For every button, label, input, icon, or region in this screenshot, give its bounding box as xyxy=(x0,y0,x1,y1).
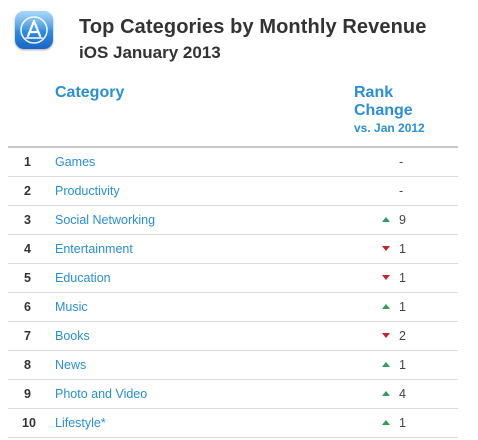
rank-change-value: 1 xyxy=(399,300,406,314)
rank-change-value: 4 xyxy=(399,387,406,401)
rank-number: 6 xyxy=(24,300,31,314)
rank-change: - xyxy=(399,155,405,169)
table-header-divider xyxy=(8,146,458,148)
page-title: Top Categories by Monthly Revenue xyxy=(79,16,427,38)
rank-change-sublabel: vs. Jan 2012 xyxy=(354,121,425,135)
category-name: Games xyxy=(55,155,96,169)
arrow-down-icon xyxy=(382,333,391,339)
table-row: 10 Lifestyle* 1 xyxy=(8,409,458,438)
arrow-down-icon xyxy=(382,246,391,252)
column-header-category: Category xyxy=(55,84,125,101)
arrow-up-icon xyxy=(382,420,391,426)
table-row: 7 Books 2 xyxy=(8,322,458,351)
arrow-down-icon xyxy=(382,275,391,281)
rank-change: 2 xyxy=(382,329,406,343)
rank-change-label-line1: Rank xyxy=(354,84,394,101)
report-header: Top Categories by Monthly Revenue iOS Ja… xyxy=(0,0,478,80)
app-store-icon xyxy=(15,11,53,49)
category-table: 1 Games - 2 Productivity - 3 Social Networking 9… xyxy=(8,148,458,438)
category-name: Lifestyle* xyxy=(55,416,106,430)
table-row: 6 Music 1 xyxy=(8,293,458,322)
arrow-up-icon xyxy=(382,304,391,310)
category-name: Education xyxy=(55,271,111,285)
category-name: Books xyxy=(55,329,90,343)
category-name: Entertainment xyxy=(55,242,133,256)
rank-change-label-line2: Change xyxy=(354,102,413,119)
rank-number: 1 xyxy=(24,155,31,169)
rank-change-value: 2 xyxy=(399,329,406,343)
app-store-glyph xyxy=(20,16,48,44)
rank-change-value: 9 xyxy=(399,213,406,227)
table-row: 3 Social Networking 9 xyxy=(8,206,458,235)
page-subtitle: iOS January 2013 xyxy=(79,43,221,62)
table-row: 2 Productivity - xyxy=(8,177,458,206)
rank-change-value: 1 xyxy=(399,416,406,430)
rank-number: 3 xyxy=(24,213,31,227)
column-header-rank-change: Rank Change vs. Jan 2012 xyxy=(354,84,425,137)
rank-change-value: - xyxy=(399,155,404,169)
rank-number: 5 xyxy=(24,271,31,285)
rank-number: 2 xyxy=(24,184,31,198)
rank-number: 8 xyxy=(24,358,31,372)
rank-change: - xyxy=(399,184,405,198)
category-name: Music xyxy=(55,300,88,314)
category-name: Productivity xyxy=(55,184,120,198)
rank-change-value: 1 xyxy=(399,242,406,256)
rank-number: 7 xyxy=(24,329,31,343)
category-name: Social Networking xyxy=(55,213,156,227)
table-row: 8 News 1 xyxy=(8,351,458,380)
rank-change: 1 xyxy=(382,416,406,430)
rank-change: 1 xyxy=(382,358,406,372)
rank-number: 4 xyxy=(24,242,31,256)
rank-change: 1 xyxy=(382,271,406,285)
table-row: 1 Games - xyxy=(8,148,458,177)
rank-change: 9 xyxy=(382,213,406,227)
arrow-up-icon xyxy=(382,391,391,397)
rank-change-value: 1 xyxy=(399,271,406,285)
arrow-up-icon xyxy=(382,362,391,368)
rank-change: 4 xyxy=(382,387,406,401)
arrow-up-icon xyxy=(382,217,391,223)
rank-number: 10 xyxy=(22,416,36,430)
rank-change-value: - xyxy=(399,184,404,198)
category-name: Photo and Video xyxy=(55,387,148,401)
rank-number: 9 xyxy=(24,387,31,401)
table-row: 5 Education 1 xyxy=(8,264,458,293)
category-name: News xyxy=(55,358,87,372)
rank-change: 1 xyxy=(382,242,406,256)
rank-change-value: 1 xyxy=(399,358,406,372)
table-row: 4 Entertainment 1 xyxy=(8,235,458,264)
rank-change: 1 xyxy=(382,300,406,314)
table-row: 9 Photo and Video 4 xyxy=(8,380,458,409)
